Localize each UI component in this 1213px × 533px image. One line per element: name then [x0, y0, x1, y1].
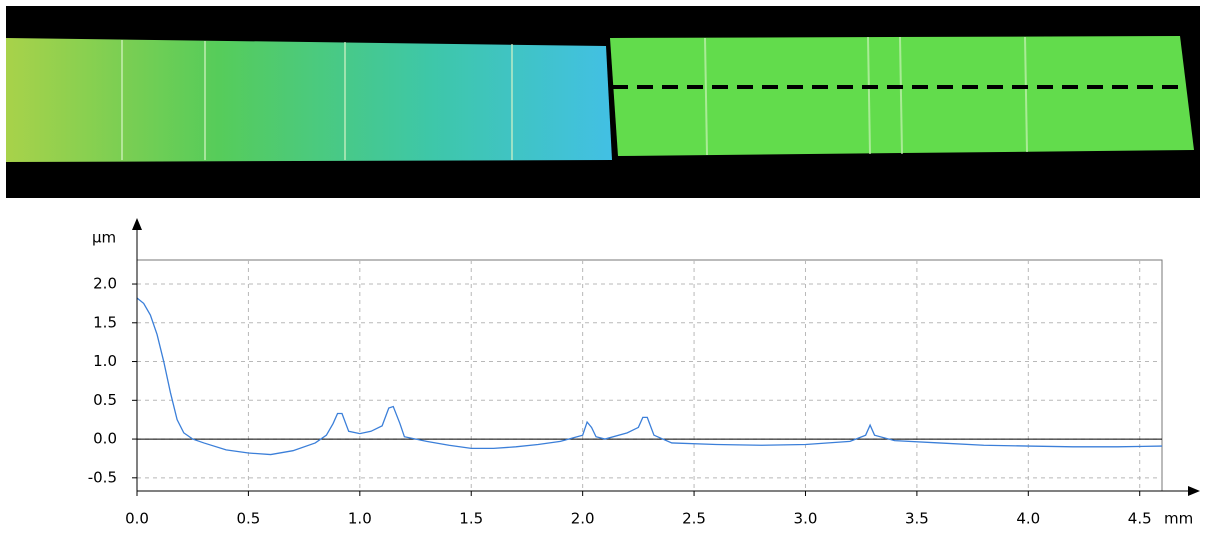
x-tick-label: 4.5: [1128, 510, 1152, 528]
x-tick-label: 3.0: [794, 510, 818, 528]
y-tick-label: -0.5: [88, 468, 117, 486]
x-tick-label: 2.0: [571, 510, 595, 528]
height-map: [6, 6, 1200, 198]
x-axis-label: mm: [1164, 510, 1193, 528]
x-tick-label: 3.5: [905, 510, 929, 528]
x-tick-label: 0.5: [236, 510, 260, 528]
x-tick-label: 1.0: [348, 510, 372, 528]
y-tick-label: 0.0: [93, 430, 117, 448]
profile-line: [136, 297, 1163, 456]
plot-frame: [136, 259, 1163, 492]
x-tick-label: 0.0: [125, 510, 149, 528]
x-arrow: [1188, 486, 1200, 496]
y-tick-label: 0.5: [93, 391, 117, 409]
y-tick-label: 1.0: [93, 352, 117, 370]
y-arrow: [132, 218, 142, 230]
y-tick-label: 2.0: [93, 275, 117, 293]
x-tick-label: 2.5: [682, 510, 706, 528]
y-axis-label: µm: [92, 229, 116, 247]
x-tick-label: 4.0: [1016, 510, 1040, 528]
y-tick-label: 1.5: [93, 313, 117, 331]
x-tick-label: 1.5: [459, 510, 483, 528]
